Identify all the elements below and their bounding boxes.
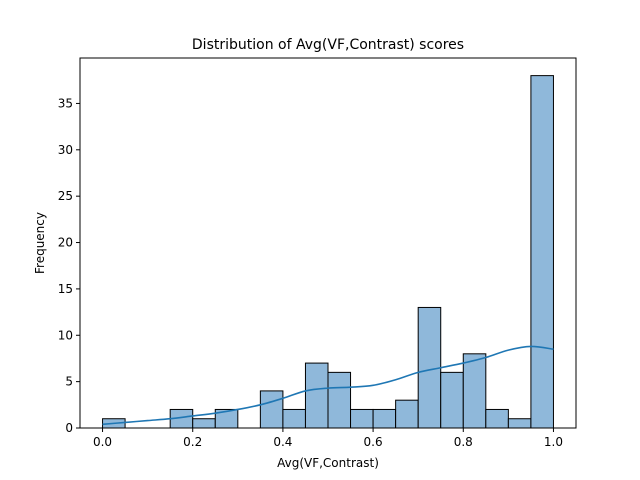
histogram-bar — [372, 408, 397, 429]
x-tick-label: 0.2 — [183, 435, 202, 449]
histogram-bar — [304, 362, 329, 429]
x-tick-label: 0.0 — [93, 435, 112, 449]
histogram-bar — [327, 371, 352, 429]
histogram-bar — [282, 408, 306, 429]
y-tick-label: 0 — [65, 421, 73, 435]
x-tick-label: 0.4 — [273, 435, 292, 449]
histogram-bar — [485, 408, 509, 429]
x-axis-label: Avg(VF,Contrast) — [277, 456, 379, 470]
y-tick-label: 35 — [58, 96, 73, 110]
x-tick-label: 0.8 — [454, 435, 473, 449]
chart-title: Distribution of Avg(VF,Contrast) scores — [192, 37, 464, 53]
y-tick-label: 20 — [58, 236, 73, 250]
y-tick-label: 10 — [58, 328, 73, 342]
histogram-bar — [350, 408, 374, 429]
histogram-bar — [440, 371, 464, 429]
x-axis: 0.0 0.2 0.4 0.6 0.8 1.0 — [93, 428, 563, 449]
x-tick-label: 1.0 — [544, 435, 563, 449]
y-tick-label: 30 — [58, 143, 73, 157]
y-tick-label: 5 — [65, 375, 73, 389]
bars-group — [102, 75, 554, 429]
y-axis: 0 5 10 15 20 25 30 35 — [58, 96, 80, 435]
x-tick-label: 0.6 — [364, 435, 383, 449]
histogram-bar — [395, 399, 419, 429]
histogram-bar — [192, 418, 216, 429]
kde-line — [102, 345, 554, 426]
histogram-bar — [259, 390, 284, 429]
y-tick-label: 15 — [58, 282, 73, 296]
histogram-bar — [507, 418, 532, 429]
histogram-bar — [530, 75, 554, 429]
y-axis-label: Frequency — [33, 212, 47, 274]
histogram-bar — [462, 353, 487, 429]
y-tick-label: 25 — [58, 189, 73, 203]
